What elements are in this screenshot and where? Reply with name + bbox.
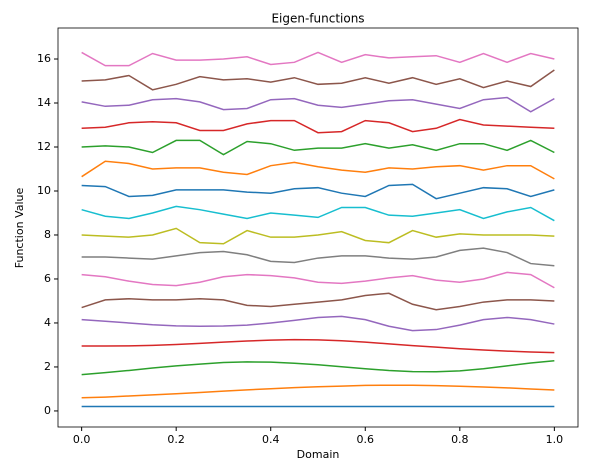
y-axis-label: Function Value [13, 188, 26, 269]
y-tick-label: 4 [44, 316, 51, 329]
y-tick-label: 16 [37, 52, 51, 65]
chart-title: Eigen-functions [271, 12, 364, 26]
x-tick-label: 0.8 [451, 433, 469, 446]
series-line [81, 292, 555, 311]
series-line [81, 96, 555, 113]
series-line [81, 118, 555, 134]
x-axis-label: Domain [297, 448, 340, 461]
y-tick-label: 8 [44, 228, 51, 241]
series-line [81, 271, 555, 289]
x-tick-label: 0.0 [73, 433, 91, 446]
y-tick-label: 0 [44, 404, 51, 417]
series-line [81, 315, 555, 332]
series-line [81, 69, 555, 91]
series-line [81, 338, 555, 354]
y-tick-label: 2 [44, 360, 51, 373]
x-tick-label: 0.4 [262, 433, 280, 446]
x-tick-label: 1.0 [546, 433, 564, 446]
y-tick-label: 10 [37, 184, 51, 197]
series-line [81, 51, 555, 67]
series-line [81, 360, 555, 376]
y-tick-label: 6 [44, 272, 51, 285]
series-line [81, 139, 555, 156]
series-line [81, 205, 555, 222]
series-line [81, 227, 555, 245]
y-tick-label: 12 [37, 140, 51, 153]
x-tick-label: 0.6 [357, 433, 375, 446]
series-line [81, 160, 555, 180]
x-tick-label: 0.2 [167, 433, 185, 446]
series-line [81, 384, 555, 399]
plot-frame [57, 27, 579, 428]
series-line [81, 183, 555, 200]
series-line [81, 247, 555, 267]
y-tick-label: 14 [37, 96, 51, 109]
